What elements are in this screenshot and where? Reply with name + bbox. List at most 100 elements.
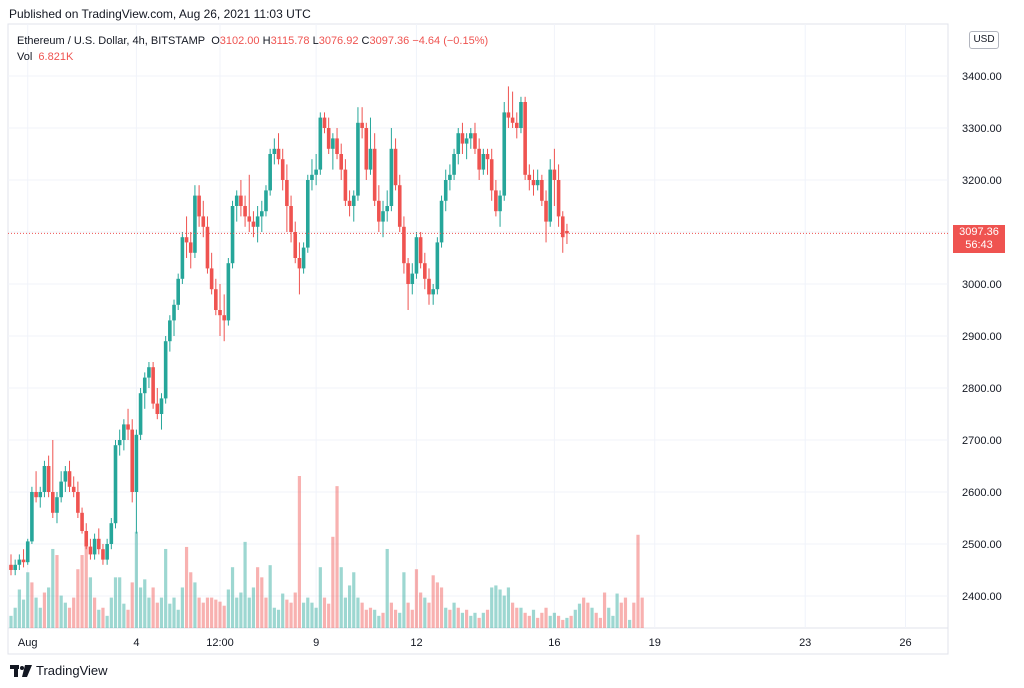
candle-body — [456, 133, 461, 154]
candle — [276, 133, 281, 165]
volume-bar — [230, 567, 235, 628]
candle — [255, 206, 260, 243]
currency-button[interactable]: USD — [969, 31, 999, 49]
volume-bar — [410, 609, 414, 628]
candle-body — [218, 310, 222, 316]
candle — [540, 174, 544, 206]
volume-bar — [155, 602, 159, 628]
candle — [51, 440, 55, 518]
candle-body — [76, 492, 80, 513]
x-tick-label: 9 — [313, 637, 319, 649]
candle-body — [389, 148, 394, 206]
candle-body — [84, 531, 89, 547]
volume-bar — [276, 609, 281, 628]
candle-body — [368, 148, 373, 170]
x-tick-label: Aug — [18, 637, 38, 649]
volume-bar — [193, 582, 197, 628]
candle-body — [397, 185, 402, 227]
candle — [92, 533, 97, 560]
candle — [230, 200, 235, 269]
candle — [514, 112, 519, 139]
candle-body — [55, 497, 59, 513]
candle — [331, 133, 335, 170]
candle — [67, 460, 72, 492]
candle-body — [301, 247, 306, 269]
volume-bar — [335, 486, 339, 628]
volume-bar — [80, 555, 84, 628]
candle-body — [439, 200, 444, 243]
volume-bar — [214, 599, 218, 628]
axes: 2400.00 2500.00 2600.00 2700.00 2800.00 2900.… — [8, 71, 1002, 649]
candle — [414, 232, 419, 279]
volume-bar — [105, 615, 109, 628]
candle-body — [276, 148, 281, 160]
candle-body — [506, 112, 511, 118]
candle — [477, 138, 481, 180]
volume-bar — [485, 609, 490, 628]
candle-body — [381, 211, 385, 222]
volume-bar — [511, 602, 515, 628]
candle-body — [138, 393, 143, 435]
y-tick-label: 3000.00 — [962, 279, 1002, 291]
candle — [293, 221, 298, 264]
candle — [96, 528, 101, 555]
volume-bar — [243, 541, 247, 628]
candle-body — [251, 221, 256, 227]
candle — [84, 523, 89, 550]
volume-bar — [389, 602, 393, 628]
candle — [59, 471, 63, 503]
candle — [393, 138, 398, 191]
candle-body — [197, 195, 201, 217]
candle — [188, 232, 193, 269]
candle — [310, 159, 314, 191]
y-tick-label: 2400.00 — [962, 591, 1002, 603]
candle-body — [201, 216, 206, 227]
candle — [448, 164, 452, 191]
legend-low-label: L — [312, 35, 319, 47]
volume-bar — [180, 587, 184, 628]
volume-bar — [218, 601, 222, 628]
legend-high-label: H — [262, 35, 271, 47]
candle — [339, 143, 344, 180]
volume-bar — [598, 617, 602, 628]
candle — [109, 518, 114, 550]
legend-ohlc-row: Ethereum / U.S. Dollar, 4h, BITSTAMP O31… — [17, 33, 488, 49]
legend-low: 3076.92 — [318, 35, 359, 47]
volume-bar — [143, 579, 147, 628]
candle — [251, 211, 256, 238]
candle — [101, 544, 105, 565]
volume-bar — [293, 592, 297, 628]
legend-high: 3115.78 — [270, 35, 310, 47]
candle — [268, 148, 272, 196]
legend-open-label: O — [211, 35, 220, 47]
volume-bar — [226, 589, 230, 628]
volume-bar — [523, 612, 527, 628]
volume-bar — [38, 607, 42, 628]
candles — [9, 86, 569, 576]
candle-body — [485, 154, 490, 160]
y-tick-label: 2800.00 — [962, 383, 1002, 395]
volume-bar — [93, 597, 97, 628]
candle-body — [531, 180, 536, 186]
volume-bar — [611, 615, 615, 628]
candle-body — [92, 538, 97, 555]
volume-bar — [377, 615, 381, 628]
candle — [443, 169, 448, 212]
candle — [197, 185, 201, 227]
candle-body — [63, 471, 68, 482]
candle — [168, 315, 172, 352]
candle-body — [548, 169, 553, 222]
volume-bars — [9, 476, 644, 628]
legend-change: −4.64 (−0.15%) — [412, 35, 489, 47]
volume-bar — [435, 582, 439, 628]
volume-bar — [368, 607, 373, 628]
volume-bar — [197, 597, 201, 628]
candle-body — [9, 564, 13, 570]
candle — [456, 128, 461, 165]
candle — [38, 486, 43, 508]
volume-bar — [469, 615, 473, 628]
candle-body — [519, 102, 523, 128]
candle — [527, 164, 532, 191]
volume-bar — [385, 548, 389, 628]
